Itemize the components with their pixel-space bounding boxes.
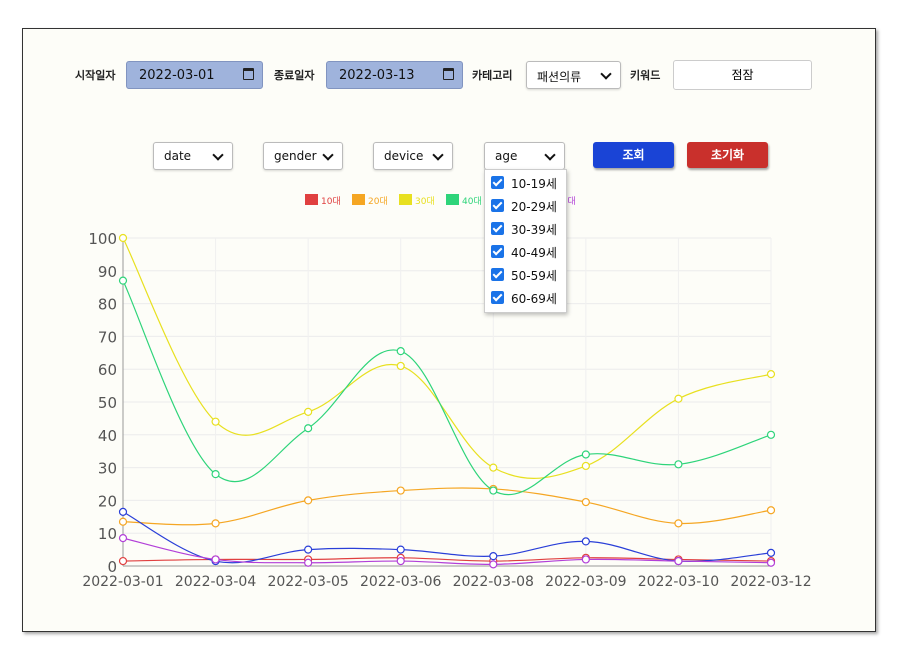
- legend-label: 20대: [368, 197, 388, 207]
- query-button[interactable]: 조회: [593, 142, 674, 168]
- device-select-value: device: [384, 149, 424, 163]
- checkbox[interactable]: [491, 199, 504, 212]
- age-option-label: 10-19세: [511, 177, 557, 191]
- end-date-input[interactable]: 2022-03-13: [326, 61, 463, 89]
- age-option-label: 40-49세: [511, 246, 557, 260]
- chevron-down-icon: [322, 149, 334, 161]
- age-option-label: 50-59세: [511, 269, 557, 283]
- date-select[interactable]: date: [153, 142, 233, 170]
- chevron-down-icon: [544, 149, 556, 161]
- legend-label: 10대: [321, 197, 341, 207]
- reset-button[interactable]: 초기화: [687, 142, 768, 168]
- checkbox[interactable]: [491, 222, 504, 235]
- checkbox[interactable]: [491, 291, 504, 304]
- legend-label: 30대: [415, 197, 435, 207]
- calendar-icon[interactable]: [243, 68, 254, 80]
- legend-swatch: [352, 194, 365, 205]
- gender-select-value: gender: [274, 149, 317, 163]
- end-date-label: 종료일자: [274, 69, 315, 82]
- age-option-label: 20-29세: [511, 200, 557, 214]
- age-option-label: 30-39세: [511, 223, 557, 237]
- checkbox[interactable]: [491, 176, 504, 189]
- legend-swatch: [305, 194, 318, 205]
- checkbox[interactable]: [491, 268, 504, 281]
- end-date-value: 2022-03-13: [339, 68, 415, 83]
- chevron-down-icon: [212, 149, 224, 161]
- device-select[interactable]: device: [373, 142, 453, 170]
- legend-swatch: [399, 194, 412, 205]
- gender-select[interactable]: gender: [263, 142, 343, 170]
- legend-label: 40대: [462, 197, 482, 207]
- chevron-down-icon: [600, 68, 612, 80]
- dashboard-panel: 시작일자 2022-03-01 종료일자 2022-03-13 카테고리 패션의…: [22, 28, 876, 632]
- keyword-label: 키워드: [630, 69, 661, 82]
- age-select[interactable]: age: [484, 142, 565, 170]
- start-date-input[interactable]: 2022-03-01: [126, 61, 263, 89]
- start-date-label: 시작일자: [75, 69, 116, 82]
- legend-swatch: [446, 194, 459, 205]
- calendar-icon[interactable]: [443, 68, 454, 80]
- keyword-input[interactable]: 점잠: [673, 60, 812, 90]
- date-select-value: date: [164, 149, 192, 163]
- start-date-value: 2022-03-01: [139, 68, 215, 83]
- age-select-value: age: [495, 149, 518, 163]
- age-option-label: 60-69세: [511, 292, 557, 306]
- category-label: 카테고리: [472, 69, 513, 82]
- chevron-down-icon: [432, 149, 444, 161]
- category-select[interactable]: 패션의류: [526, 61, 621, 89]
- category-value: 패션의류: [537, 70, 582, 84]
- age-dropdown-menu: 10-19세 20-29세 30-39세 40-49세 50-59세 60-69세: [484, 169, 567, 313]
- checkbox[interactable]: [491, 245, 504, 258]
